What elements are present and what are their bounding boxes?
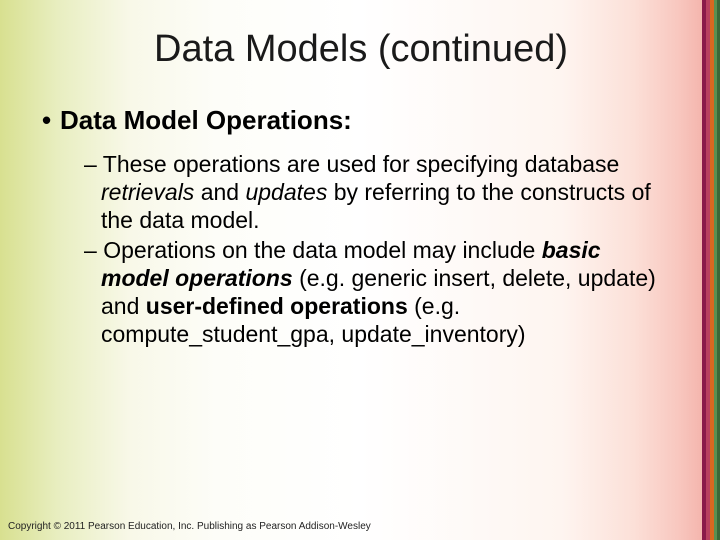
text-run: and: [194, 179, 245, 205]
bullet-marker: •: [42, 105, 60, 136]
bullet-marker: –: [84, 237, 103, 263]
slide-title: Data Models (continued): [60, 28, 662, 71]
copyright-footer: Copyright © 2011 Pearson Education, Inc.…: [8, 521, 371, 532]
bullet-level1-text: Data Model Operations:: [60, 105, 352, 135]
text-run: user-defined operations: [146, 293, 408, 319]
bullet-level2-list: – These operations are used for specifyi…: [30, 150, 672, 348]
text-run: updates: [245, 179, 327, 205]
slide-content: Data Models (continued) •Data Model Oper…: [0, 0, 702, 540]
bullet-marker: –: [84, 151, 103, 177]
decorative-stripes: [702, 0, 720, 540]
text-run: Operations on the data model may include: [103, 237, 542, 263]
text-run: These operations are used for specifying…: [103, 151, 620, 177]
bullet-level2: – Operations on the data model may inclu…: [84, 236, 656, 348]
text-run: retrievals: [101, 179, 194, 205]
bullet-level2: – These operations are used for specifyi…: [84, 150, 656, 234]
bullet-level1: •Data Model Operations:: [42, 105, 672, 136]
